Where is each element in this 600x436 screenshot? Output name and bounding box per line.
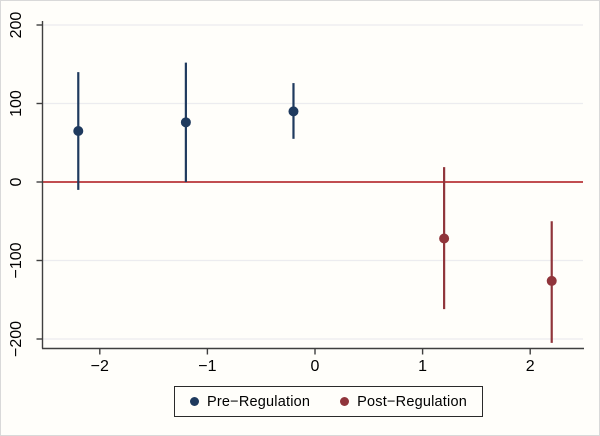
y-tick-label-200: 200 (8, 12, 25, 39)
legend-label-pre-regulation: Pre−Regulation (207, 393, 311, 410)
point-marker-s0-p1 (180, 117, 191, 128)
point-marker-s1-p1 (546, 275, 557, 286)
point-marker-s0-p2 (288, 106, 299, 117)
legend-item-pre-regulation: Pre−Regulation (190, 394, 310, 410)
x-tick-label-2: 2 (526, 358, 535, 375)
point-marker-s0-p0 (73, 125, 84, 136)
chart-legend: Pre−Regulation Post−Regulation (174, 386, 483, 417)
pre-regulation-marker-icon (190, 397, 199, 406)
y-tick-label--100: −100 (8, 242, 25, 278)
y-tick-label--200: −200 (8, 321, 25, 357)
x-tick-label-0: 0 (311, 358, 320, 375)
point-marker-s1-p0 (439, 233, 450, 244)
post-regulation-marker-icon (340, 397, 350, 406)
y-tick-label-100: 100 (8, 90, 25, 117)
legend-label-post-regulation: Post−Regulation (357, 393, 467, 410)
x-tick-label--2: −2 (91, 358, 109, 375)
legend-item-post-regulation: Post−Regulation (340, 394, 467, 410)
x-tick-label--1: −1 (198, 358, 216, 375)
y-tick-label-0: 0 (8, 177, 25, 186)
x-tick-label-1: 1 (418, 358, 427, 375)
